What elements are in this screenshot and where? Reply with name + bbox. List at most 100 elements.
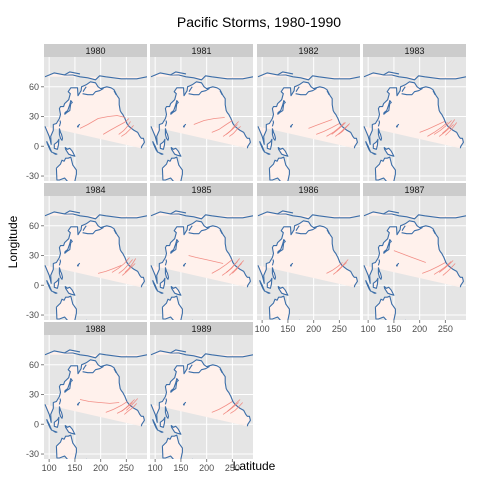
land-layer: [363, 210, 466, 320]
coastline: [76, 123, 81, 128]
coastline: [277, 285, 289, 296]
x-tick-label: 150: [67, 463, 82, 473]
facet-strip: [363, 183, 466, 196]
coastline: [164, 398, 168, 405]
storm-track: [338, 123, 350, 135]
storm-track: [188, 255, 224, 264]
coastline: [161, 156, 183, 181]
coastline: [326, 90, 330, 95]
coastline: [46, 419, 53, 431]
facet-grid: 1980 -30 0 30 60 1981 1982 1983 1984 -30 0 30 60 1985…: [26, 44, 466, 473]
storm-track: [105, 401, 128, 413]
x-tick-label: 250: [225, 463, 240, 473]
coastline: [277, 239, 286, 254]
coastline: [365, 280, 372, 292]
coastline: [277, 100, 286, 115]
coastline: [170, 146, 182, 157]
coastline: [365, 141, 372, 153]
y-tick-label: 60: [29, 221, 39, 231]
coastline: [295, 86, 300, 92]
coastline: [182, 123, 187, 128]
facet-panel: -30 0 30 60: [26, 57, 147, 181]
facet-1982: 1982: [257, 44, 360, 181]
storm-track: [336, 259, 349, 272]
x-tick-label: 150: [280, 324, 295, 334]
storm-track: [326, 122, 345, 137]
coastline: [44, 359, 145, 427]
coastline: [295, 88, 317, 96]
storm-track: [229, 126, 241, 137]
coastline: [44, 81, 145, 149]
storm-track: [126, 398, 138, 411]
storm-track: [124, 258, 137, 273]
coastline: [159, 416, 166, 428]
facet-strip-label: 1983: [404, 46, 424, 56]
storm-tracks: [97, 257, 137, 276]
y-axis-title: Longitude: [6, 215, 20, 268]
coastline: [152, 280, 159, 292]
facet-1980: 1980 -30 0 30 60: [26, 44, 147, 181]
coastline: [58, 259, 62, 266]
x-tick-label: 100: [42, 463, 57, 473]
coastline: [401, 88, 423, 96]
coastline: [150, 350, 253, 359]
x-tick-label: 250: [438, 324, 453, 334]
coastline: [219, 368, 223, 373]
facet-strip-label: 1986: [298, 185, 318, 195]
coastline: [58, 267, 64, 280]
facet-panel: -30 0 30 60: [26, 196, 147, 320]
coastline: [377, 128, 383, 141]
coastline: [170, 239, 179, 254]
x-axis-title: Latitude: [233, 459, 276, 473]
facet-strip: [44, 44, 147, 57]
land-layer: [257, 210, 360, 320]
coastline: [277, 210, 294, 215]
coastline: [55, 156, 77, 181]
storm-track: [79, 115, 126, 129]
coastline: [188, 225, 193, 231]
coastline: [170, 210, 187, 215]
coastline: [51, 429, 58, 433]
storm-track: [422, 262, 446, 274]
coastline: [58, 398, 62, 405]
x-tick-label: 200: [306, 324, 321, 334]
storm-track: [225, 258, 240, 273]
coastline: [377, 267, 383, 280]
coastline: [289, 262, 294, 267]
coastline: [182, 262, 187, 267]
coastline: [44, 211, 147, 220]
storm-track: [102, 118, 130, 135]
storm-track: [326, 262, 343, 274]
coastline: [219, 90, 223, 95]
x-tick-label: 200: [93, 463, 108, 473]
coastline: [64, 378, 73, 393]
coastline: [164, 128, 170, 141]
coastline: [289, 123, 294, 128]
storm-track: [111, 257, 130, 273]
facet-1985: 1985: [150, 183, 253, 320]
facet-strip: [257, 44, 360, 57]
coastline: [46, 280, 53, 292]
storm-track: [193, 117, 225, 125]
coastline: [266, 277, 273, 289]
facet-panel: [363, 57, 466, 181]
coastline: [44, 72, 147, 81]
storm-track: [211, 120, 233, 133]
x-tick-label: 250: [332, 324, 347, 334]
y-tick-label: -30: [26, 449, 39, 459]
coastline: [432, 90, 436, 95]
land-layer: [150, 210, 253, 320]
coastline: [159, 277, 166, 289]
land-layer: [150, 349, 253, 459]
coastline: [295, 227, 317, 235]
coastline: [363, 72, 466, 81]
coastline: [188, 366, 210, 374]
coastline: [268, 295, 290, 320]
storm-track: [230, 402, 243, 414]
facet-strip-label: 1982: [298, 46, 318, 56]
x-tick-label: 150: [386, 324, 401, 334]
coastline: [257, 72, 360, 81]
storm-track: [118, 259, 133, 274]
coastline: [55, 295, 77, 320]
facet-panel: [150, 57, 253, 181]
